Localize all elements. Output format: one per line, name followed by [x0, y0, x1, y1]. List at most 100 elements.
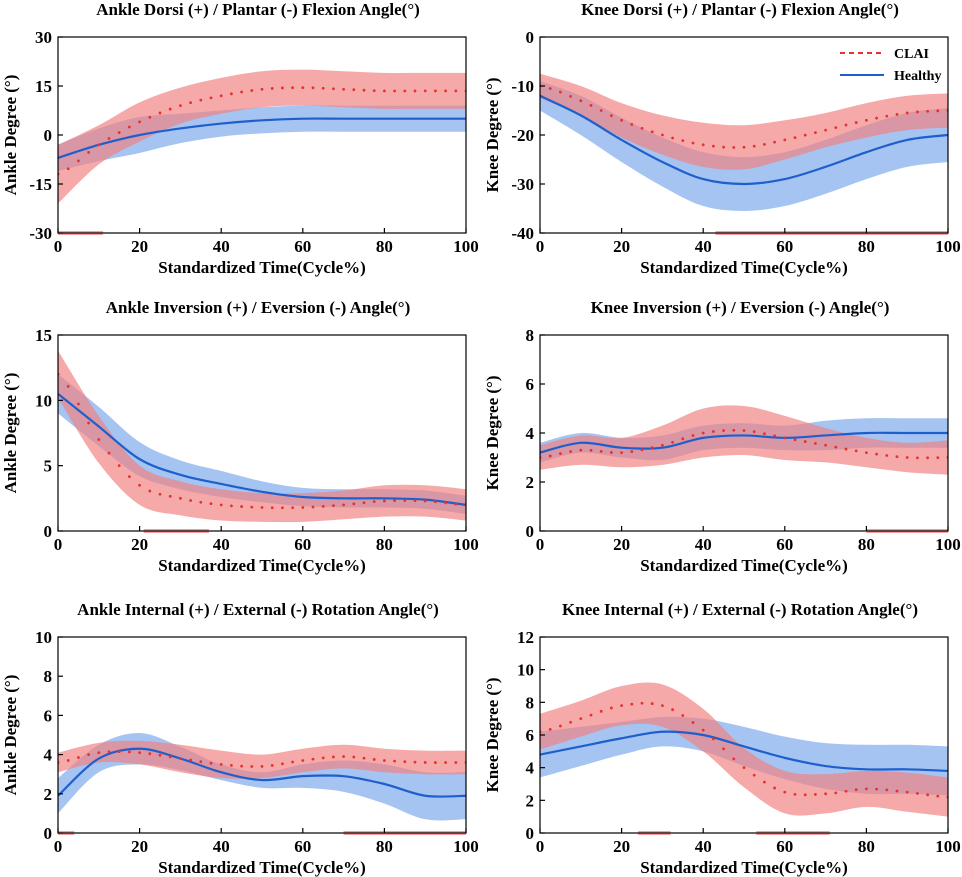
x-tick-label: 60: [776, 535, 793, 554]
clai-mean-dot: [179, 757, 182, 760]
y-tick-label: 0: [526, 824, 535, 843]
clai-sd-band: [540, 405, 948, 475]
clai-mean-dot: [250, 89, 254, 92]
clai-mean-dot: [423, 89, 427, 93]
clai-mean-dot: [434, 89, 437, 93]
clai-mean-dot: [926, 456, 929, 460]
y-tick-label: 6: [526, 375, 535, 394]
clai-mean-dot: [854, 121, 858, 124]
clai-mean-dot: [875, 787, 878, 791]
clai-mean-dot: [885, 454, 889, 457]
clai-mean-dot: [352, 88, 356, 92]
clai-mean-dot: [793, 792, 797, 796]
clai-mean-dot: [783, 138, 787, 142]
x-tick-label: 20: [131, 837, 148, 856]
clai-mean-dot: [240, 764, 244, 768]
clai-mean-dot: [712, 737, 715, 741]
clai-mean-dot: [138, 120, 142, 124]
clai-mean-dot: [691, 434, 695, 437]
clai-mean-dot: [834, 126, 838, 129]
clai-mean-dot: [97, 143, 101, 147]
clai-mean-dot: [712, 144, 715, 148]
clai-mean-dot: [332, 87, 335, 91]
clai-mean-dot: [752, 430, 756, 434]
x-tick-label: 100: [453, 837, 479, 856]
clai-mean-dot: [844, 123, 848, 127]
x-tick-label: 20: [131, 237, 148, 256]
clai-mean-dot: [66, 385, 70, 388]
clai-mean-dot: [732, 428, 736, 432]
clai-mean-dot: [230, 92, 233, 96]
legend-clai-label: CLAI: [894, 47, 929, 62]
clai-mean-dot: [311, 757, 315, 761]
clai-mean-dot: [127, 125, 131, 129]
clai-mean-dot: [260, 764, 264, 768]
x-tick-label: 40: [695, 535, 712, 554]
x-tick-label: 60: [776, 837, 793, 856]
x-tick-label: 40: [213, 237, 230, 256]
x-tick-label: 40: [213, 837, 230, 856]
clai-mean-dot: [834, 791, 838, 795]
y-tick-label: 8: [526, 326, 535, 345]
clai-mean-dot: [413, 89, 417, 93]
clai-mean-dot: [916, 110, 919, 114]
clai-mean-dot: [352, 755, 356, 759]
y-tick-label: -30: [511, 175, 534, 194]
clai-mean-dot: [66, 167, 70, 171]
clai-mean-dot: [610, 706, 613, 710]
clai-mean-dot: [610, 114, 613, 118]
clai-mean-dot: [209, 502, 213, 506]
clai-mean-dot: [291, 760, 294, 764]
y-tick-label: 6: [526, 726, 535, 745]
clai-mean-dot: [722, 747, 725, 751]
clai-mean-dot: [281, 506, 284, 510]
clai-mean-dot: [783, 790, 787, 794]
clai-mean-dot: [763, 142, 766, 146]
clai-mean-dot: [454, 89, 458, 93]
clai-mean-dot: [640, 126, 644, 130]
clai-mean-dot: [158, 111, 162, 115]
clai-mean-dot: [916, 791, 919, 795]
x-tick-label: 100: [935, 237, 961, 256]
clai-mean-dot: [650, 702, 654, 705]
y-axis-label: Ankle Degree (°): [1, 75, 20, 196]
clai-mean-dot: [189, 758, 193, 762]
clai-mean-dot: [372, 500, 376, 504]
clai-mean-dot: [158, 753, 162, 757]
clai-mean-dot: [905, 790, 909, 794]
y-tick-label: 4: [44, 746, 53, 765]
clai-mean-dot: [342, 503, 345, 507]
clai-mean-dot: [219, 763, 223, 766]
clai-mean-dot: [97, 438, 101, 441]
healthy-mean-line: [58, 747, 466, 798]
clai-mean-dot: [423, 499, 427, 503]
clai-mean-dot: [742, 766, 746, 770]
clai-mean-dot: [926, 109, 929, 113]
clai-mean-dot: [393, 759, 396, 763]
clai-mean-dot: [742, 429, 746, 432]
clai-mean-dot: [250, 505, 254, 509]
clai-mean-dot: [87, 753, 90, 757]
y-tick-label: 10: [517, 661, 534, 680]
healthy-mean-line: [540, 94, 948, 186]
clai-mean-dot: [179, 104, 182, 107]
clai-mean-dot: [803, 793, 807, 797]
clai-mean-dot: [885, 114, 889, 118]
chart-title: Ankle Dorsi (+) / Plantar (-) Flexion An…: [96, 0, 420, 19]
clai-mean-dot: [905, 456, 909, 459]
y-tick-label: -40: [511, 224, 534, 243]
clai-mean-dot: [270, 506, 274, 510]
clai-mean-dot: [844, 789, 848, 793]
clai-mean-dot: [875, 116, 878, 120]
y-tick-label: 0: [44, 824, 53, 843]
y-axis-label: Knee Degree (°): [483, 77, 502, 192]
y-tick-label: 6: [44, 706, 53, 725]
x-tick-label: 60: [294, 837, 311, 856]
chart-title: Knee Internal (+) / External (-) Rotatio…: [562, 600, 918, 619]
y-tick-label: 0: [44, 126, 53, 145]
clai-mean-dot: [895, 112, 899, 116]
y-tick-label: 5: [44, 457, 53, 476]
clai-mean-dot: [589, 103, 593, 107]
clai-mean-dot: [454, 502, 458, 506]
